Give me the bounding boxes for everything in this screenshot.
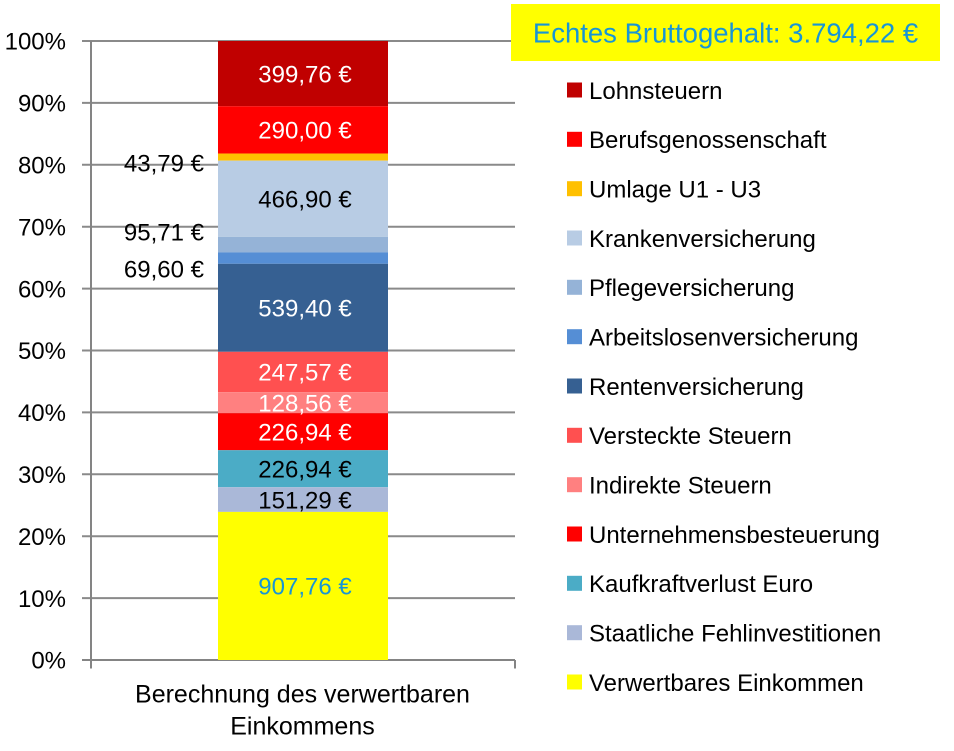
svg-text:247,57 €: 247,57 €	[258, 360, 352, 387]
svg-text:Umlage U1 - U3: Umlage U1 - U3	[589, 176, 761, 203]
svg-text:226,94 €: 226,94 €	[258, 456, 352, 483]
svg-text:226,94 €: 226,94 €	[258, 419, 352, 446]
svg-text:20%: 20%	[18, 524, 66, 551]
svg-text:539,40 €: 539,40 €	[258, 296, 352, 323]
svg-text:151,29 €: 151,29 €	[258, 487, 352, 514]
svg-text:Rentenversicherung: Rentenversicherung	[589, 374, 804, 401]
svg-text:0%: 0%	[31, 648, 66, 675]
svg-text:Versteckte Steuern: Versteckte Steuern	[589, 423, 792, 450]
svg-text:Unternehmensbesteuerung: Unternehmensbesteuerung	[589, 522, 880, 549]
svg-text:Pflegeversicherung: Pflegeversicherung	[589, 275, 794, 302]
svg-text:100%: 100%	[5, 29, 66, 56]
svg-text:Einkommens: Einkommens	[230, 713, 375, 741]
svg-text:Lohnsteuern: Lohnsteuern	[589, 78, 722, 105]
svg-text:Arbeitslosenversicherung: Arbeitslosenversicherung	[589, 324, 858, 351]
svg-text:907,76 €: 907,76 €	[258, 574, 352, 601]
svg-text:290,00 €: 290,00 €	[258, 118, 352, 145]
svg-text:Verwertbares Einkommen: Verwertbares Einkommen	[589, 670, 864, 697]
svg-text:10%: 10%	[18, 586, 66, 613]
svg-text:69,60 €: 69,60 €	[124, 257, 205, 284]
svg-text:399,76 €: 399,76 €	[258, 61, 352, 88]
svg-text:Berechnung des verwertbaren: Berechnung des verwertbaren	[135, 681, 470, 709]
svg-text:Echtes Bruttogehalt: 3.794,22: Echtes Bruttogehalt: 3.794,22 €	[533, 17, 918, 48]
svg-text:Indirekte Steuern: Indirekte Steuern	[589, 472, 772, 499]
svg-text:60%: 60%	[18, 276, 66, 303]
svg-text:Berufsgenossenschaft: Berufsgenossenschaft	[589, 127, 827, 154]
svg-text:90%: 90%	[18, 91, 66, 118]
svg-text:Staatliche Fehlinvestitionen: Staatliche Fehlinvestitionen	[589, 620, 881, 647]
svg-text:40%: 40%	[18, 400, 66, 427]
svg-text:Krankenversicherung: Krankenversicherung	[589, 226, 816, 253]
svg-text:43,79 €: 43,79 €	[124, 151, 205, 178]
svg-text:70%: 70%	[18, 214, 66, 241]
svg-text:128,56 €: 128,56 €	[258, 390, 352, 417]
svg-text:30%: 30%	[18, 462, 66, 489]
svg-text:50%: 50%	[18, 338, 66, 365]
svg-text:80%: 80%	[18, 153, 66, 180]
svg-text:Kaufkraftverlust Euro: Kaufkraftverlust Euro	[589, 571, 813, 598]
svg-text:466,90 €: 466,90 €	[258, 187, 352, 214]
svg-text:95,71 €: 95,71 €	[124, 220, 205, 247]
